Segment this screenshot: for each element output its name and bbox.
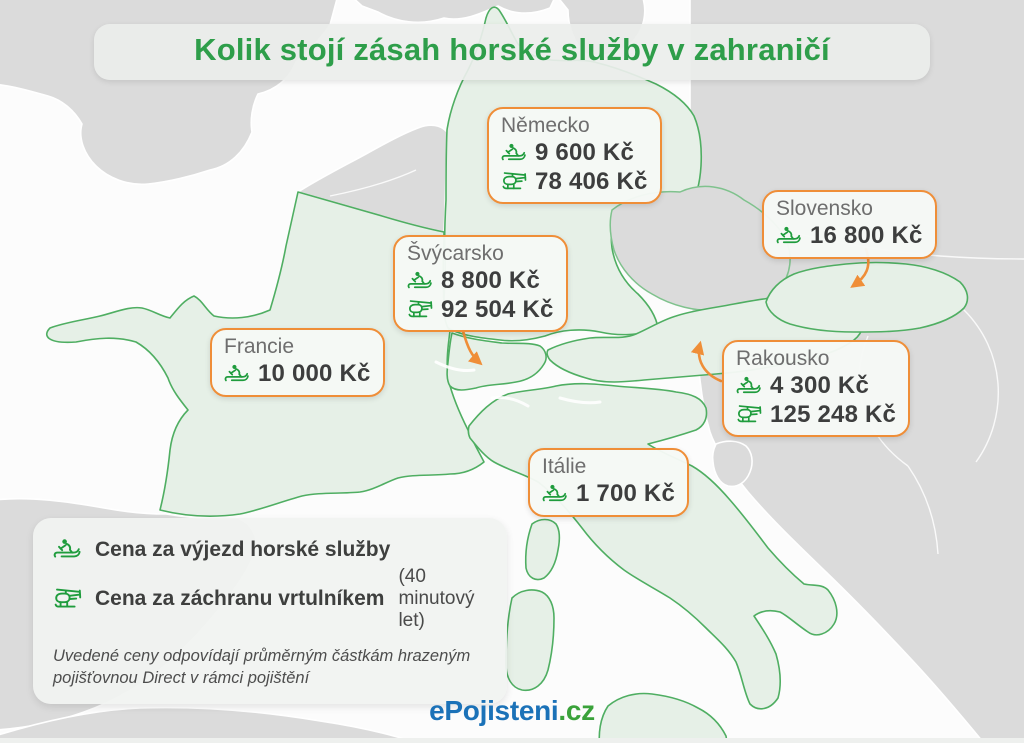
helicopter-price-row: 125 248 Kč <box>736 400 897 428</box>
helicopter-price: 78 406 Kč <box>535 167 648 195</box>
legend-helicopter-row: Cena za záchranu vrtulníkem (40 minutový… <box>53 566 487 632</box>
alpine-ridges <box>434 360 602 408</box>
helicopter-icon <box>501 170 528 193</box>
legend-rescue-row: Cena za výjezd horské služby <box>53 537 487 563</box>
arrow-austria <box>690 340 723 383</box>
price-card-slovakia: Slovensko 16 800 Kč <box>762 190 937 259</box>
rescue-price: 16 800 Kč <box>810 222 923 250</box>
rescue-price-row: 8 800 Kč <box>407 267 554 295</box>
legend-helicopter-label: Cena za záchranu vrtulníkem <box>95 587 385 610</box>
helicopter-icon <box>407 298 434 321</box>
legend-disclaimer: Uvedené ceny odpovídají průměrným částká… <box>53 647 471 688</box>
legend-rescue-label: Cena za výjezd horské služby <box>95 538 391 561</box>
rescue-price-row: 1 700 Kč <box>542 480 676 508</box>
price-card-germany: Německo 9 600 Kč 78 406 Kč <box>487 107 662 204</box>
legend-helicopter-suffix: (40 minutový let) <box>398 566 475 631</box>
helicopter-price-row: 78 406 Kč <box>501 167 648 195</box>
title-box: Kolik stojí zásah horské služby v zahran… <box>94 24 930 80</box>
rescue-price: 1 700 Kč <box>576 480 676 508</box>
price-card-france: Francie 10 000 Kč <box>210 328 385 397</box>
helicopter-price-row: 92 504 Kč <box>407 295 554 323</box>
helicopter-price: 125 248 Kč <box>770 400 897 428</box>
logo-primary-text: ePojisteni <box>429 695 559 726</box>
country-scandinavia <box>354 0 555 24</box>
helicopter-price: 92 504 Kč <box>441 295 554 323</box>
arrow-switzerland <box>461 329 483 366</box>
rescue-price: 8 800 Kč <box>441 267 541 295</box>
snowmobile-icon <box>501 142 528 165</box>
helicopter-icon <box>736 403 763 426</box>
price-card-italy: Itálie 1 700 Kč <box>528 448 690 517</box>
logo-suffix-text: .cz <box>558 695 595 726</box>
country-label: Itálie <box>542 455 587 478</box>
country-label: Rakousko <box>736 347 830 370</box>
region-istria <box>711 440 753 488</box>
country-label: Německo <box>501 114 590 137</box>
page-title: Kolik stojí zásah horské služby v zahran… <box>194 32 830 67</box>
country-label: Švýcarsko <box>407 242 504 265</box>
country-switzerland <box>446 332 547 391</box>
brand-logo: ePojisteni.cz <box>0 695 1024 727</box>
rescue-price-row: 9 600 Kč <box>501 139 648 167</box>
legend-box: Cena za výjezd horské služby Cena za zác… <box>33 518 507 704</box>
island-sardinia <box>505 589 555 692</box>
snowmobile-icon <box>407 270 434 293</box>
country-slovakia <box>765 261 969 333</box>
island-corsica <box>524 518 561 581</box>
price-card-switzerland: Švýcarsko 8 800 Kč 92 504 Kč <box>393 235 568 332</box>
country-label: Slovensko <box>776 197 873 220</box>
price-card-austria: Rakousko 4 300 Kč 125 248 Kč <box>722 340 911 437</box>
snowmobile-icon <box>736 375 763 398</box>
rescue-price: 9 600 Kč <box>535 139 635 167</box>
rescue-price: 4 300 Kč <box>770 372 870 400</box>
snowmobile-icon <box>224 363 251 386</box>
helicopter-icon <box>53 586 83 612</box>
rescue-price-row: 4 300 Kč <box>736 372 896 400</box>
snowmobile-icon <box>542 483 569 506</box>
rescue-price-row: 16 800 Kč <box>776 222 923 250</box>
rescue-price-row: 10 000 Kč <box>224 360 371 388</box>
snowmobile-icon <box>53 537 83 563</box>
island-sicily <box>598 692 728 743</box>
snowmobile-icon <box>776 225 803 248</box>
region-africa <box>0 706 419 743</box>
rescue-price: 10 000 Kč <box>258 360 371 388</box>
bottom-strip <box>0 738 1024 743</box>
country-label: Francie <box>224 335 295 358</box>
